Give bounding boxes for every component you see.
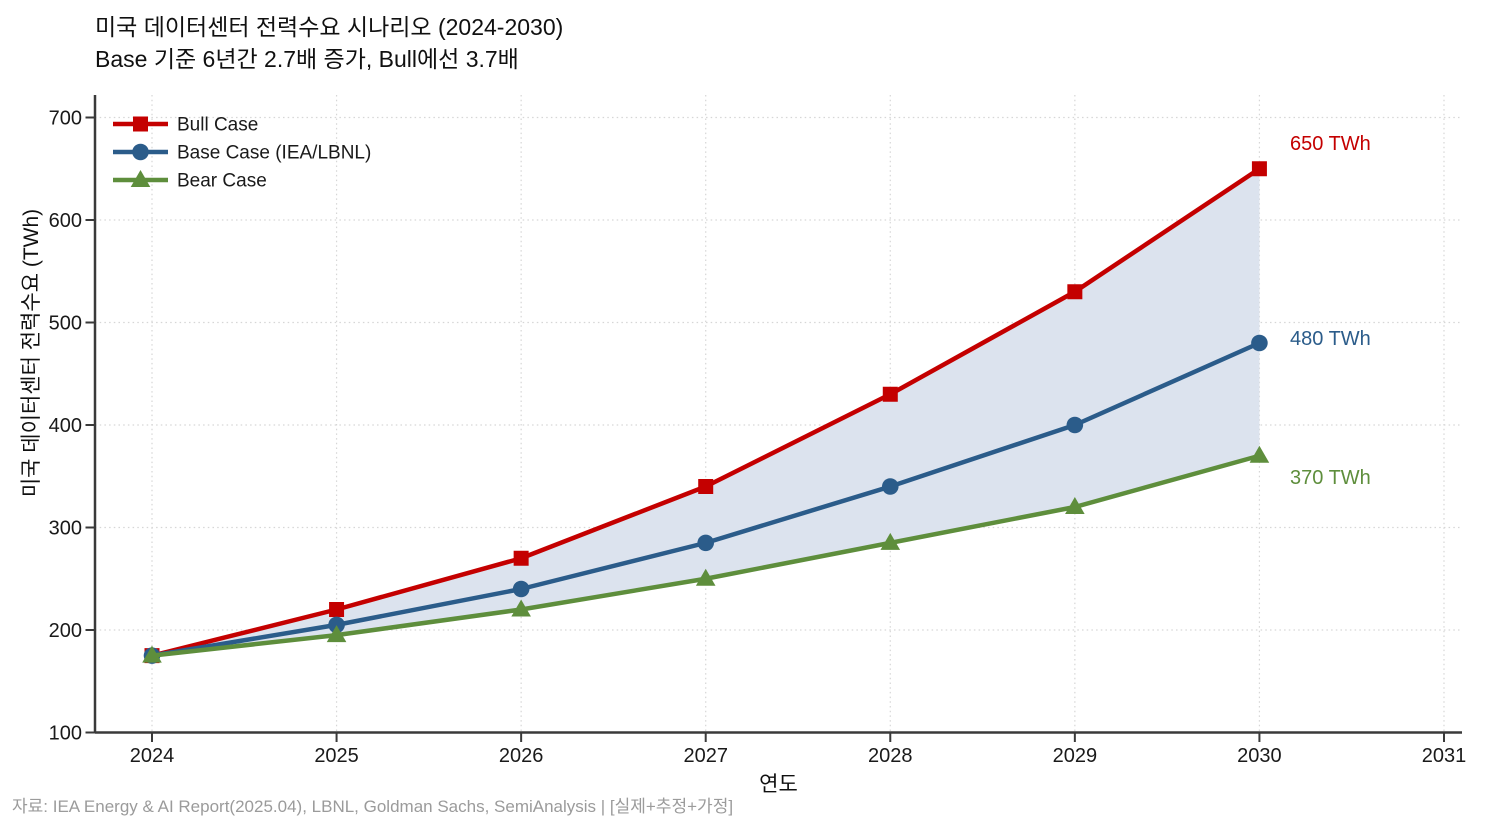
- y-tick-label: 500: [49, 313, 82, 335]
- triangle-marker: [511, 599, 531, 617]
- x-tick-label: 2024: [130, 745, 175, 767]
- square-marker: [1067, 284, 1083, 300]
- legend-triangle-icon: [130, 170, 151, 187]
- chart-title: 미국 데이터센터 전력수요 시나리오 (2024-2030): [95, 14, 564, 40]
- square-marker: [513, 550, 529, 566]
- x-tick-label: 2025: [314, 745, 359, 767]
- chart-subtitle: Base 기준 6년간 2.7배 증가, Bull에선 3.7배: [95, 46, 519, 72]
- triangle-marker: [1249, 445, 1270, 463]
- legend-item-base-case-iea-lbnl: Base Case (IEA/LBNL): [113, 143, 371, 164]
- circle-marker: [328, 616, 345, 634]
- legend-label: Bull Case: [177, 115, 258, 136]
- y-tick-label: 400: [49, 415, 82, 437]
- axis-ticks: 2024 2025 2026 2027 2028 2029 2030 2031 100 200 30…: [49, 108, 1467, 768]
- circle-marker: [1251, 334, 1268, 352]
- x-tick-label: 2028: [868, 745, 913, 767]
- triangle-marker: [880, 532, 901, 550]
- triangle-marker: [142, 645, 162, 663]
- triangle-marker: [326, 625, 347, 643]
- circle-marker: [1066, 416, 1084, 434]
- y-axis-label: 미국 데이터센터 전력수요 (TWh): [20, 209, 43, 497]
- end-value-label-bull-case: 650 TWh: [1290, 133, 1371, 155]
- square-marker: [329, 602, 345, 617]
- x-tick-label: 2026: [499, 745, 544, 767]
- legend-label: Bear Case: [177, 171, 267, 192]
- legend-item-bear-case: Bear Case: [113, 170, 267, 192]
- series-bear-case: [142, 445, 1270, 663]
- legend-item-bull-case: Bull Case: [113, 115, 258, 136]
- bull-bear-band: [152, 168, 1260, 656]
- y-tick-label: 600: [49, 210, 82, 232]
- legend: Bull Case Base Case (IEA/LBNL) Bear Case: [113, 115, 371, 192]
- y-tick-label: 200: [49, 620, 82, 642]
- circle-marker: [881, 478, 899, 495]
- end-value-label-base-case-iea-lbnl: 480 TWh: [1290, 328, 1371, 350]
- square-marker: [1251, 161, 1267, 177]
- triangle-marker: [695, 568, 716, 586]
- end-value-label-bear-case: 370 TWh: [1290, 467, 1371, 489]
- x-tick-label: 2031: [1422, 745, 1467, 767]
- y-tick-label: 700: [49, 108, 82, 130]
- square-marker: [698, 479, 714, 494]
- circle-marker: [697, 534, 715, 552]
- legend-square-icon: [133, 116, 148, 132]
- chart-title-block: 미국 데이터센터 전력수요 시나리오 (2024-2030) Base 기준 6…: [95, 11, 563, 75]
- x-tick-label: 2027: [683, 745, 728, 767]
- source-note: 자료: IEA Energy & AI Report(2025.04), LBN…: [12, 797, 734, 816]
- legend-circle-icon: [132, 143, 149, 161]
- x-axis-label: 연도: [759, 773, 798, 796]
- legend-label: Base Case (IEA/LBNL): [177, 143, 371, 164]
- triangle-marker: [1065, 497, 1085, 514]
- x-tick-label: 2029: [1053, 745, 1098, 767]
- y-tick-label: 300: [49, 518, 82, 540]
- x-tick-label: 2030: [1237, 745, 1282, 767]
- y-tick-label: 100: [49, 723, 82, 745]
- square-marker: [882, 386, 898, 402]
- circle-marker: [512, 580, 530, 598]
